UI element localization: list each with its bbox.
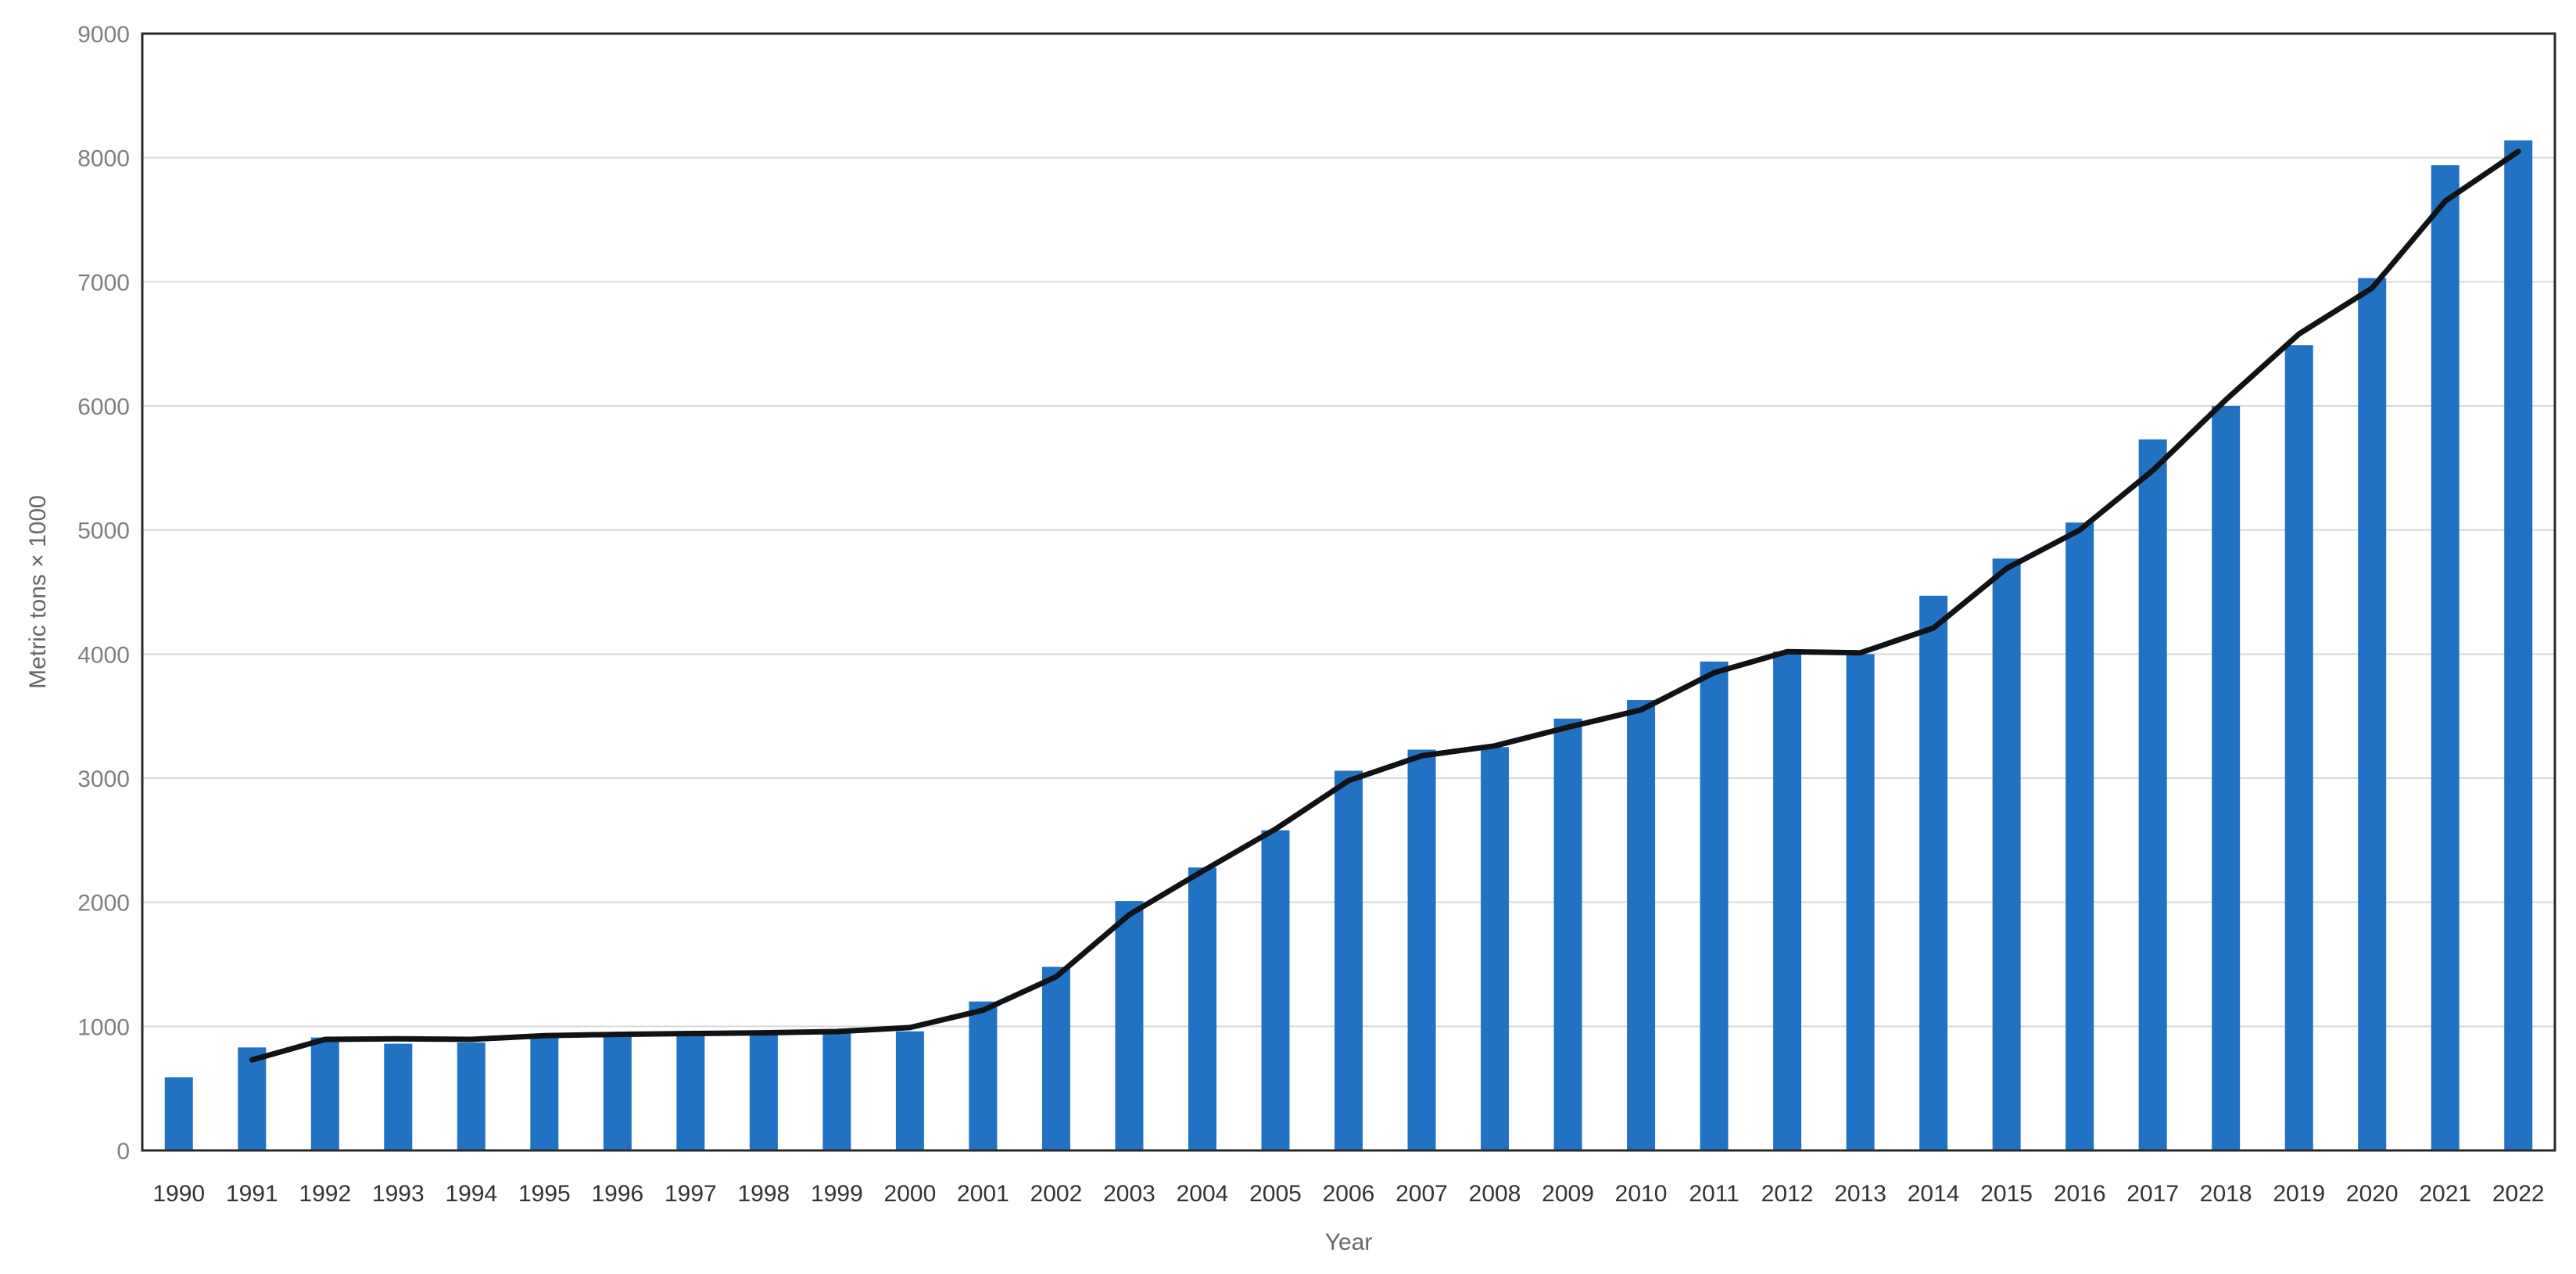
bar-2011 — [1700, 661, 1729, 1150]
y-tick-label-5000: 5000 — [77, 519, 130, 544]
bar-1992 — [310, 1037, 339, 1150]
bar-2000 — [895, 1031, 924, 1150]
bar-2015 — [1992, 558, 2021, 1150]
x-tick-label-2019: 2019 — [2273, 1181, 2325, 1207]
bar-2006 — [1335, 770, 1363, 1150]
bar-1998 — [749, 1033, 778, 1150]
x-tick-label-2009: 2009 — [1542, 1181, 1594, 1207]
bar-1994 — [457, 1042, 485, 1150]
bar-1996 — [603, 1035, 632, 1150]
x-tick-label-1996: 1996 — [591, 1181, 643, 1207]
bar-1990 — [164, 1077, 193, 1150]
plot-border — [141, 32, 2556, 1152]
bar-2020 — [2358, 278, 2387, 1150]
bar-1993 — [384, 1043, 413, 1150]
x-tick-label-2018: 2018 — [2200, 1181, 2252, 1207]
bar-2003 — [1115, 901, 1144, 1150]
y-tick-label-2000: 2000 — [77, 891, 130, 917]
x-tick-label-2006: 2006 — [1323, 1181, 1375, 1207]
x-tick-label-1990: 1990 — [152, 1181, 205, 1207]
x-tick-label-2021: 2021 — [2419, 1181, 2471, 1207]
x-tick-label-2008: 2008 — [1469, 1181, 1521, 1207]
bar-2016 — [2065, 522, 2094, 1150]
bars — [164, 140, 2533, 1151]
y-tick-label-0: 0 — [116, 1139, 130, 1165]
y-tick-label-1000: 1000 — [77, 1014, 130, 1040]
bar-2007 — [1407, 749, 1436, 1150]
x-tick-label-2000: 2000 — [884, 1181, 937, 1207]
x-axis-tick-labels: 1990 1991 1992 1993 1994 1995 1996 1997 1998 1999… — [152, 1181, 2544, 1207]
bar-2009 — [1553, 718, 1582, 1150]
x-tick-label-1991: 1991 — [226, 1181, 278, 1207]
bar-2010 — [1627, 700, 1656, 1150]
y-tick-label-7000: 7000 — [77, 270, 130, 296]
bar-1999 — [822, 1033, 851, 1150]
bar-2001 — [969, 1001, 998, 1150]
bar-2014 — [1919, 595, 1948, 1150]
bar-2021 — [2431, 165, 2460, 1151]
x-axis-title: Year — [1325, 1229, 1373, 1255]
bar-2005 — [1261, 830, 1290, 1150]
x-tick-label-2016: 2016 — [2054, 1181, 2106, 1207]
x-tick-label-2015: 2015 — [1980, 1181, 2033, 1207]
x-tick-label-2001: 2001 — [957, 1181, 1009, 1207]
bar-2019 — [2284, 345, 2313, 1151]
x-tick-label-2011: 2011 — [1689, 1181, 1739, 1207]
bar-2013 — [1846, 654, 1875, 1150]
x-tick-label-2007: 2007 — [1395, 1181, 1448, 1207]
bar-2008 — [1481, 747, 1510, 1150]
bar-2002 — [1041, 967, 1070, 1150]
y-tick-label-8000: 8000 — [77, 146, 130, 172]
x-tick-label-1998: 1998 — [738, 1181, 790, 1207]
bar-2012 — [1773, 651, 1802, 1150]
x-tick-label-1997: 1997 — [665, 1181, 717, 1207]
bar-2004 — [1188, 867, 1216, 1150]
x-tick-label-1995: 1995 — [518, 1181, 571, 1207]
x-tick-label-2002: 2002 — [1030, 1181, 1083, 1207]
y-tick-label-3000: 3000 — [77, 766, 130, 792]
bar-2022 — [2504, 140, 2533, 1150]
y-tick-label-4000: 4000 — [77, 642, 130, 668]
bar-1997 — [676, 1035, 705, 1150]
x-tick-label-2014: 2014 — [1908, 1181, 1960, 1207]
x-tick-label-2010: 2010 — [1615, 1181, 1668, 1207]
x-tick-label-2012: 2012 — [1761, 1181, 1814, 1207]
x-tick-label-2020: 2020 — [2346, 1181, 2399, 1207]
trend-line — [249, 149, 2521, 1063]
x-tick-label-1999: 1999 — [811, 1181, 863, 1207]
y-tick-label-9000: 9000 — [77, 22, 130, 48]
y-axis-title: Metric tons × 1000 — [25, 495, 51, 689]
x-tick-label-1992: 1992 — [299, 1181, 351, 1207]
x-tick-label-2005: 2005 — [1249, 1181, 1302, 1207]
x-tick-label-2003: 2003 — [1103, 1181, 1155, 1207]
bar-2018 — [2212, 406, 2241, 1150]
x-tick-label-2022: 2022 — [2492, 1181, 2545, 1207]
y-axis-tick-labels: 0 1000 2000 3000 4000 5000 6000 7000 8000 9000 — [77, 22, 130, 1165]
bar-1995 — [530, 1036, 559, 1150]
x-tick-label-2004: 2004 — [1177, 1181, 1229, 1207]
x-tick-label-2013: 2013 — [1834, 1181, 1886, 1207]
x-tick-label-2017: 2017 — [2126, 1181, 2179, 1207]
x-tick-label-1993: 1993 — [372, 1181, 425, 1207]
x-tick-label-1994: 1994 — [445, 1181, 497, 1207]
bar-2017 — [2138, 439, 2167, 1150]
y-tick-label-6000: 6000 — [77, 394, 130, 420]
bar-1991 — [238, 1047, 267, 1150]
